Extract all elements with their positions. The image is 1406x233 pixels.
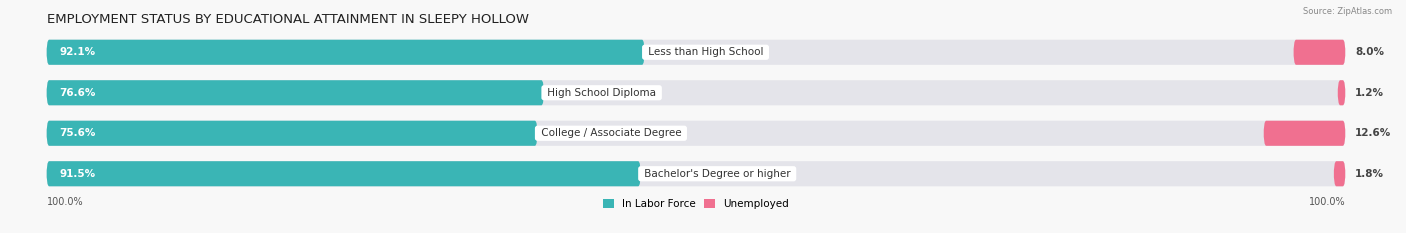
Text: 100.0%: 100.0% — [1309, 197, 1346, 207]
FancyBboxPatch shape — [1264, 121, 1346, 146]
Legend: In Labor Force, Unemployed: In Labor Force, Unemployed — [599, 195, 793, 213]
FancyBboxPatch shape — [46, 121, 537, 146]
FancyBboxPatch shape — [46, 80, 1346, 105]
FancyBboxPatch shape — [46, 161, 1346, 186]
Text: 92.1%: 92.1% — [59, 47, 96, 57]
Text: 12.6%: 12.6% — [1355, 128, 1392, 138]
FancyBboxPatch shape — [46, 40, 645, 65]
Text: 1.2%: 1.2% — [1355, 88, 1384, 98]
FancyBboxPatch shape — [46, 161, 641, 186]
Text: 75.6%: 75.6% — [59, 128, 96, 138]
Text: EMPLOYMENT STATUS BY EDUCATIONAL ATTAINMENT IN SLEEPY HOLLOW: EMPLOYMENT STATUS BY EDUCATIONAL ATTAINM… — [46, 13, 529, 26]
FancyBboxPatch shape — [1337, 80, 1346, 105]
Text: 76.6%: 76.6% — [59, 88, 96, 98]
Text: 8.0%: 8.0% — [1355, 47, 1384, 57]
Text: High School Diploma: High School Diploma — [544, 88, 659, 98]
FancyBboxPatch shape — [46, 40, 1346, 65]
Text: Less than High School: Less than High School — [645, 47, 766, 57]
Text: College / Associate Degree: College / Associate Degree — [537, 128, 685, 138]
Text: 1.8%: 1.8% — [1355, 169, 1384, 179]
FancyBboxPatch shape — [1294, 40, 1346, 65]
Text: 91.5%: 91.5% — [59, 169, 96, 179]
Text: Source: ZipAtlas.com: Source: ZipAtlas.com — [1303, 7, 1392, 16]
Text: 100.0%: 100.0% — [46, 197, 83, 207]
FancyBboxPatch shape — [46, 80, 544, 105]
Text: Bachelor's Degree or higher: Bachelor's Degree or higher — [641, 169, 793, 179]
FancyBboxPatch shape — [46, 121, 1346, 146]
FancyBboxPatch shape — [1334, 161, 1346, 186]
